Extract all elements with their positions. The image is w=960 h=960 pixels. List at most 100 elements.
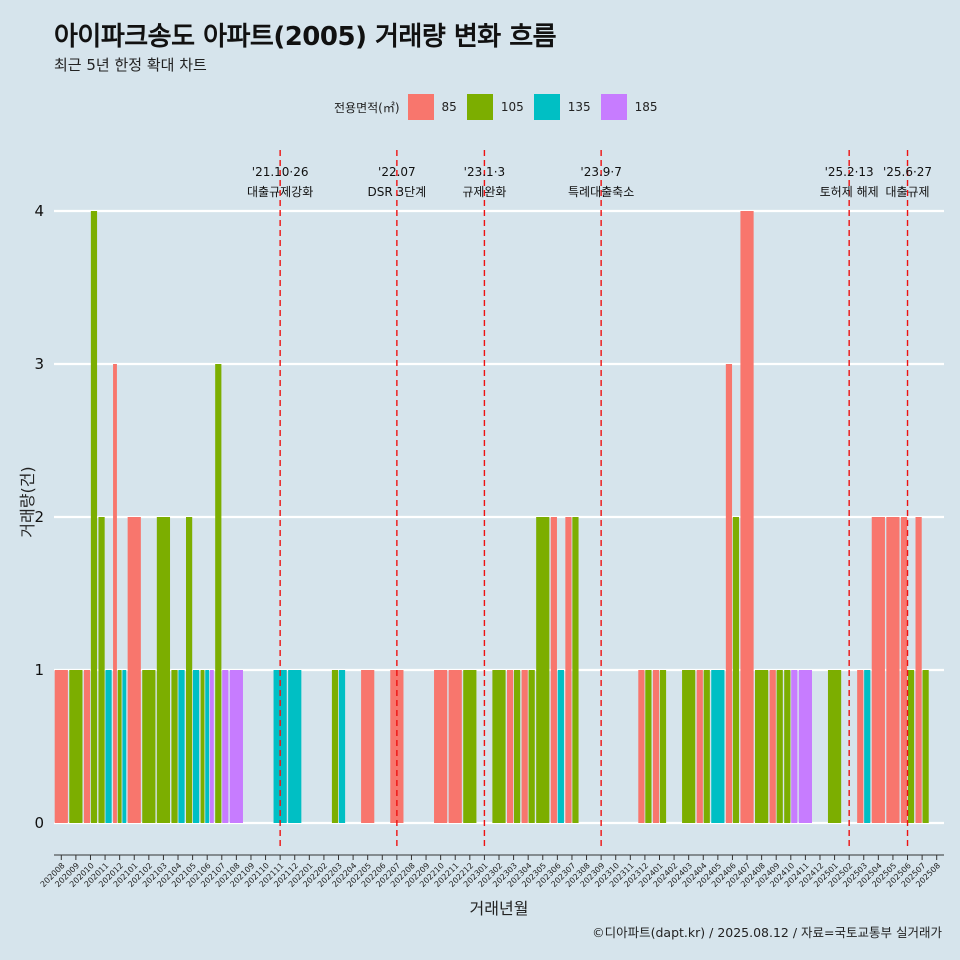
legend-item-85: 85 [407, 94, 457, 120]
event-label-2: 규제완화 [462, 185, 506, 199]
event-label-0: 대출규제강화 [247, 185, 313, 199]
bar-202211-85 [448, 670, 462, 823]
event-date-1: '22.07 [378, 165, 416, 179]
event-label-4: 토허제 해제 [820, 185, 879, 199]
x-axis-title: 거래년월 [470, 899, 529, 918]
legend-label-85: 85 [441, 100, 457, 114]
legend-label-185: 185 [634, 100, 658, 114]
legend-label-105: 105 [500, 100, 524, 114]
bar-202507-85 [915, 517, 922, 823]
bar-202302-105 [492, 670, 506, 823]
bar-202306-85 [550, 517, 557, 823]
bar-202506-85 [900, 517, 908, 823]
bar-202104-135 [178, 670, 185, 823]
y-tick-label-1: 1 [34, 661, 44, 679]
legend-item-105: 105 [466, 94, 524, 120]
bar-202203-105 [331, 670, 339, 823]
event-markers: '21.10·26 대출규제강화 '22.07 DSR 3단계 '23.1·3 규제완화 '… [247, 150, 932, 848]
bar-202403-105 [682, 670, 696, 823]
bar-202306-135 [557, 670, 564, 823]
bar-202401-85 [652, 670, 660, 823]
bar-202410-185 [791, 670, 798, 823]
chart-subtitle: 최근 5년 한정 확대 차트 [54, 56, 207, 74]
legend-swatch-185 [600, 94, 627, 120]
legend-label-135: 135 [567, 100, 591, 114]
y-tick-label-0: 0 [34, 814, 44, 832]
bar-202307-85 [565, 517, 572, 823]
bar-202404-85 [696, 670, 703, 823]
y-axis-title: 거래량(건) [18, 466, 37, 537]
bar-202203-135 [338, 670, 346, 823]
legend-item-185: 185 [600, 94, 658, 120]
bar-202010-105 [90, 211, 98, 823]
bar-202012-85 [113, 364, 117, 823]
bar-202012-135 [122, 670, 127, 823]
bar-202407-85 [740, 211, 754, 823]
bar-202307-105 [572, 517, 579, 823]
bar-202112-135 [288, 670, 302, 823]
bar-202011-105 [98, 517, 105, 823]
legend-item-135: 135 [533, 94, 591, 120]
bar-202401-105 [659, 670, 667, 823]
chart-title: 아이파크송도 아파트(2005) 거래량 변화 흐름 [54, 22, 557, 52]
y-tick-label-2: 2 [34, 508, 44, 526]
event-label-1: DSR 3단계 [368, 185, 427, 199]
legend-title: 전용면적(㎡) [334, 100, 400, 115]
bar-202406-105 [732, 517, 740, 823]
bar-202303-85 [506, 670, 514, 823]
bar-202505-85 [886, 517, 900, 823]
event-label-5: 대출규제 [885, 185, 929, 199]
bar-202501-105 [827, 670, 842, 823]
bar-202404-105 [703, 670, 710, 823]
bar-202410-105 [784, 670, 791, 823]
bar-202411-185 [798, 670, 812, 823]
event-date-0: '21.10·26 [252, 165, 309, 179]
bar-202503-135 [864, 670, 871, 823]
bar-202009-105 [69, 670, 83, 823]
bar-202406-85 [725, 364, 733, 823]
bar-202106-105 [200, 670, 205, 823]
legend-swatch-85 [407, 94, 434, 120]
bar-202107-105 [215, 364, 222, 823]
bar-202504-85 [871, 517, 885, 823]
bar-202010-85 [83, 670, 91, 823]
source-caption: ©디아파트(dapt.kr) / 2025.08.12 / 자료=국토교통부 실… [592, 925, 942, 940]
bar-202102-105 [142, 670, 156, 823]
bar-202312-105 [645, 670, 652, 823]
bar-202210-85 [434, 670, 448, 823]
bar-202012-105 [117, 670, 122, 823]
bar-202304-85 [521, 670, 528, 823]
bar-202111-135 [273, 670, 287, 823]
bar-202105-135 [193, 670, 200, 823]
bar-202101-85 [127, 517, 141, 823]
bar-202303-105 [513, 670, 521, 823]
bar-202405-135 [711, 670, 725, 823]
bar-202409-105 [776, 670, 783, 823]
bar-202105-105 [186, 517, 193, 823]
event-date-5: '25.6·27 [883, 165, 932, 179]
bar-202103-105 [156, 517, 171, 823]
bar-202305-105 [536, 517, 550, 823]
bar-202312-85 [638, 670, 645, 823]
legend: 전용면적(㎡) 85 105 135 185 [334, 93, 668, 121]
bar-202212-105 [463, 670, 477, 823]
event-date-3: '23.9·7 [580, 165, 621, 179]
bar-202408-105 [755, 670, 769, 823]
bar-202106-135 [205, 670, 210, 823]
bar-202107-185 [222, 670, 229, 823]
bar-202507-105 [922, 670, 929, 823]
bar-202207-85 [390, 670, 404, 823]
bars [54, 211, 929, 823]
bar-202304-105 [528, 670, 535, 823]
y-tick-label-3: 3 [34, 355, 44, 373]
bar-202409-85 [769, 670, 776, 823]
y-tick-label-4: 4 [34, 202, 44, 220]
bar-202503-85 [857, 670, 864, 823]
bar-202108-185 [229, 670, 243, 823]
bar-202008-85 [54, 670, 68, 823]
bar-202106-185 [209, 670, 214, 823]
legend-swatch-135 [533, 94, 560, 120]
event-date-2: '23.1·3 [464, 165, 505, 179]
bar-202011-135 [105, 670, 112, 823]
